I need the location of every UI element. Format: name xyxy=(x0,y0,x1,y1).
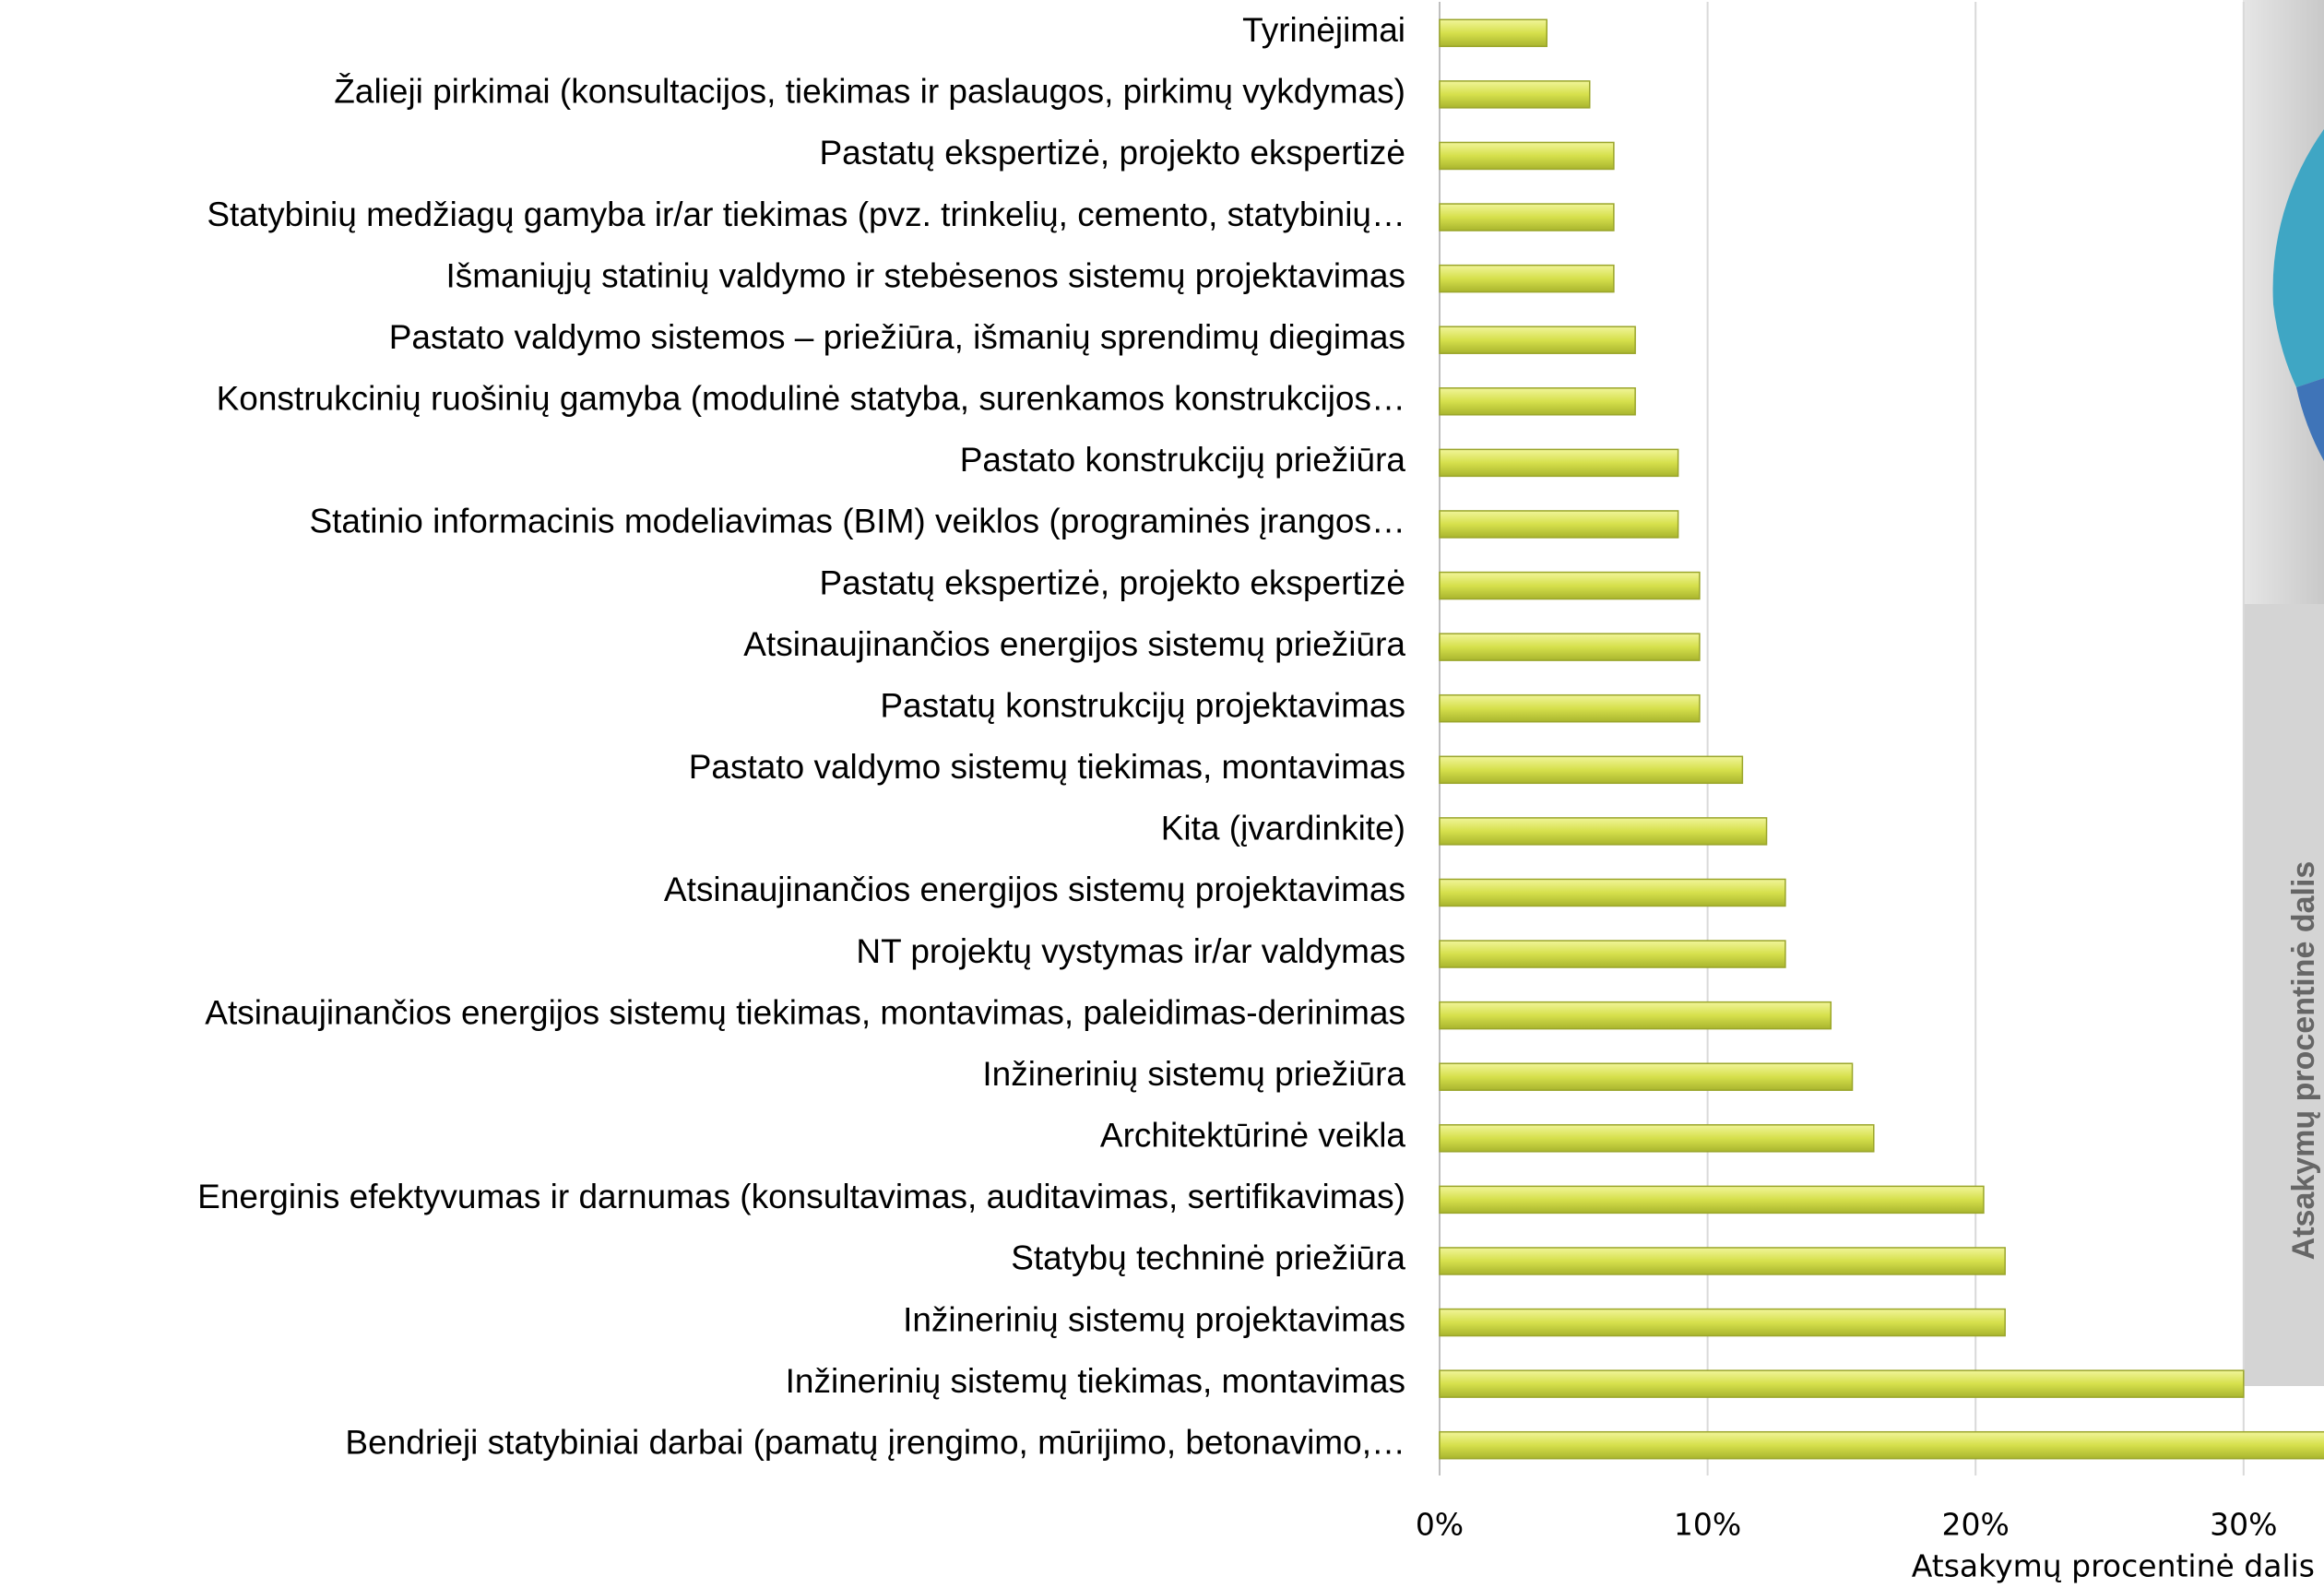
bar xyxy=(1439,1124,1875,1153)
y-tick-label: Pastatų ekspertizė, projekto ekspertizė xyxy=(820,134,1406,172)
y-tick-label: NT projektų vystymas ir/ar valdymas xyxy=(856,932,1405,970)
plot-area: 0% 10% 20% 30% Tyrinėjimai Žalieji pirkimai (… xyxy=(197,2,2324,1543)
bar xyxy=(1439,80,1591,109)
y-tick-label: Inžinerinių sistemų projektavimas xyxy=(903,1300,1405,1338)
y-tick-label: Energinis efektyvumas ir darnumas (konsu… xyxy=(197,1178,1405,1215)
y-tick-label: Pastatų konstrukcijų projektavimas xyxy=(880,686,1405,724)
bar xyxy=(1439,510,1679,539)
x-tick-label: 20% xyxy=(1942,1507,2010,1543)
bar xyxy=(1439,387,1636,416)
y-tick-label: Pastato konstrukcijų priežiūra xyxy=(960,441,1406,479)
bar xyxy=(1439,1430,2324,1460)
bar xyxy=(1439,817,1768,846)
bar xyxy=(1439,940,1786,968)
side-panel-lower xyxy=(2243,604,2324,1386)
bar xyxy=(1439,1247,2006,1275)
y-tick-label: Inžinerinių sistemų priežiūra xyxy=(982,1055,1405,1093)
y-tick-label: Atsinaujinančios energijos sistemų priež… xyxy=(743,625,1405,663)
y-tick-label: Statinio informacinis modeliavimas (BIM)… xyxy=(309,503,1405,540)
bar xyxy=(1439,878,1786,907)
bar xyxy=(1439,1369,2245,1398)
bar xyxy=(1439,1001,1832,1030)
y-tick-label: Tyrinėjimai xyxy=(1242,11,1405,49)
bar xyxy=(1439,18,1547,48)
bar xyxy=(1439,1062,1854,1091)
pie-slice xyxy=(2272,129,2324,387)
y-tick-label: Konstrukcinių ruošinių gamyba (modulinė … xyxy=(217,380,1405,418)
y-tick-label: Bendrieji statybiniai darbai (pamatų įre… xyxy=(345,1423,1405,1461)
y-tick-label: Statybų techninė priežiūra xyxy=(1011,1239,1405,1277)
bar xyxy=(1439,571,1701,600)
x-axis-label: Atsakymų procentinė dalis xyxy=(1912,1548,2315,1584)
pie-slice xyxy=(2296,378,2324,461)
bar xyxy=(1439,1308,2006,1337)
bar xyxy=(1439,326,1636,354)
bar xyxy=(1439,203,1615,231)
x-tick-label: 10% xyxy=(1674,1507,1741,1543)
bar xyxy=(1439,1185,1985,1215)
y-tick-label: Inžinerinių sistemų tiekimas, montavimas xyxy=(786,1362,1405,1400)
y-tick-label: Išmaniųjų statinių valdymo ir stebėsenos… xyxy=(445,256,1405,294)
y-tick-label: Atsinaujinančios energijos sistemų tieki… xyxy=(205,993,1405,1031)
y-tick-label: Pastatų ekspertizė, projekto ekspertizė xyxy=(820,563,1406,601)
bar xyxy=(1439,633,1701,661)
bar xyxy=(1439,755,1744,785)
bar xyxy=(1439,141,1615,171)
y-tick-label: Statybinių medžiagų gamyba ir/ar tiekima… xyxy=(207,196,1405,233)
x-tick-label: 0% xyxy=(1416,1507,1464,1543)
x-tick-label: 30% xyxy=(2210,1507,2277,1543)
y-tick-label: Žalieji pirkimai (konsultacijos, tiekima… xyxy=(334,73,1405,111)
bar xyxy=(1439,264,1615,293)
y-tick-label: Architektūrinė veikla xyxy=(1100,1117,1406,1155)
bar xyxy=(1439,693,1701,723)
y-tick-label: Atsinaujinančios energijos sistemų proje… xyxy=(664,871,1405,908)
side-label: Atsakymų procentinė dalis xyxy=(2286,861,2321,1261)
y-tick-label: Kita (įvardinkite) xyxy=(1161,810,1405,847)
bar xyxy=(1439,448,1679,478)
y-tick-label: Pastato valdymo sistemų tiekimas, montav… xyxy=(689,748,1405,786)
y-tick-label: Pastato valdymo sistemos – priežiūra, iš… xyxy=(389,318,1405,356)
